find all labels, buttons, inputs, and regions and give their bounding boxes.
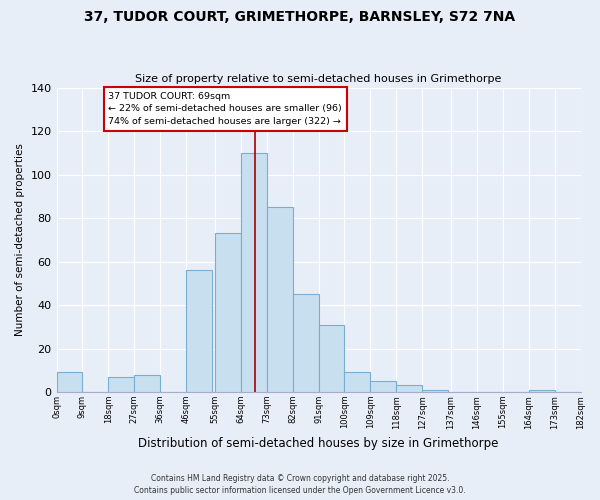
- Text: 37, TUDOR COURT, GRIMETHORPE, BARNSLEY, S72 7NA: 37, TUDOR COURT, GRIMETHORPE, BARNSLEY, …: [85, 10, 515, 24]
- Text: Contains HM Land Registry data © Crown copyright and database right 2025.
Contai: Contains HM Land Registry data © Crown c…: [134, 474, 466, 495]
- Bar: [134, 374, 160, 392]
- Text: 37 TUDOR COURT: 69sqm
← 22% of semi-detached houses are smaller (96)
74% of semi: 37 TUDOR COURT: 69sqm ← 22% of semi-deta…: [109, 92, 342, 126]
- Bar: [293, 294, 319, 392]
- Bar: [109, 377, 134, 392]
- Bar: [370, 381, 396, 392]
- Bar: [215, 234, 241, 392]
- Y-axis label: Number of semi-detached properties: Number of semi-detached properties: [15, 144, 25, 336]
- Bar: [241, 153, 267, 392]
- Bar: [344, 372, 370, 392]
- Bar: [422, 390, 448, 392]
- Bar: [186, 270, 212, 392]
- X-axis label: Distribution of semi-detached houses by size in Grimethorpe: Distribution of semi-detached houses by …: [139, 437, 499, 450]
- Bar: [319, 324, 344, 392]
- Bar: [396, 386, 422, 392]
- Bar: [529, 390, 554, 392]
- Bar: [56, 372, 82, 392]
- Bar: [267, 207, 293, 392]
- Title: Size of property relative to semi-detached houses in Grimethorpe: Size of property relative to semi-detach…: [136, 74, 502, 84]
